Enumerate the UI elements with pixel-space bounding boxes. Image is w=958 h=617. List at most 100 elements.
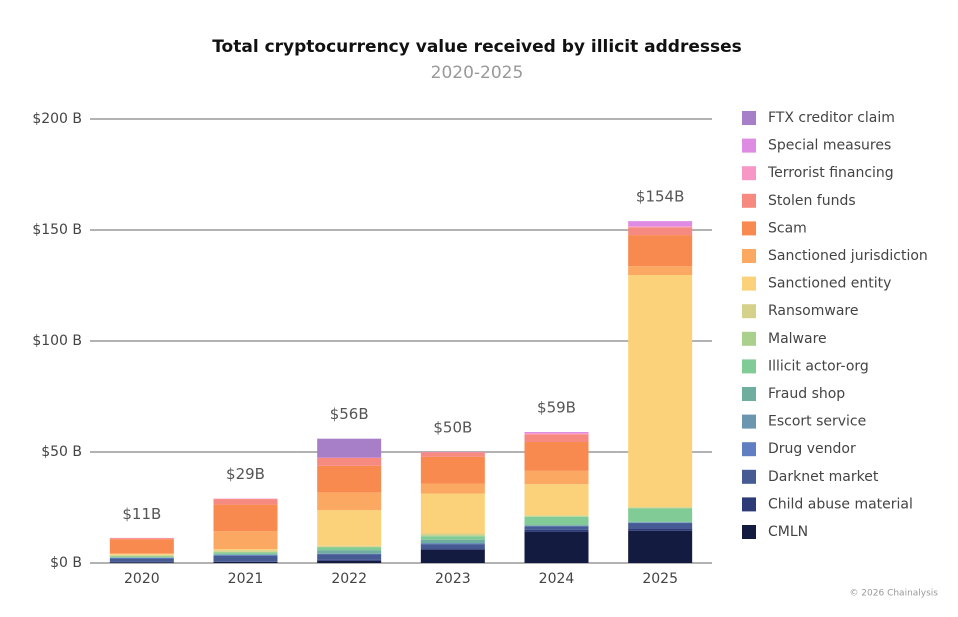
bar-segment [109, 538, 174, 540]
legend-label: Darknet market [768, 469, 879, 485]
bar-segment [420, 549, 485, 563]
bar-segment [317, 547, 382, 551]
legend-swatch [742, 193, 756, 208]
legend-label: Malware [768, 331, 827, 347]
bar-segment [524, 433, 589, 435]
legend-swatch [742, 469, 756, 484]
bar-segment [109, 554, 174, 556]
y-tick-label: $200 B [32, 111, 82, 127]
legend-swatch [742, 359, 756, 374]
legend-swatch [742, 276, 756, 291]
x-tick-label: 2021 [228, 571, 264, 587]
bar-segment [524, 529, 589, 532]
bar-segment [628, 523, 693, 529]
bar-segment [420, 544, 485, 549]
bar-segment [628, 508, 693, 522]
y-tick-label: $0 B [50, 555, 82, 571]
legend-swatch [742, 525, 756, 539]
legend-label: Sanctioned jurisdiction [768, 248, 928, 264]
legend-label: Sanctioned entity [768, 276, 891, 292]
bar-segment [628, 226, 693, 228]
bar-segment [317, 560, 382, 563]
bar-segment [628, 266, 693, 276]
total-label: $56B [330, 405, 369, 423]
total-label: $59B [537, 399, 576, 417]
bar-segment [420, 483, 485, 494]
legend-swatch [742, 442, 756, 457]
bar-segment [317, 492, 382, 511]
bar-segment [109, 558, 174, 562]
legend-label: Illicit actor-org [768, 358, 869, 374]
legend-label: FTX creditor claim [768, 110, 895, 126]
x-tick-label: 2022 [331, 571, 367, 587]
bar-segment [420, 536, 485, 540]
bar-segment [524, 516, 589, 517]
x-tick-label: 2023 [435, 571, 471, 587]
bar-segment [213, 552, 278, 554]
y-tick-label: $100 B [32, 333, 82, 349]
bar-segment [420, 452, 485, 457]
legend-swatch [742, 331, 756, 346]
bar-segment [420, 543, 485, 545]
bar-segment [213, 555, 278, 562]
legend-swatch [742, 111, 756, 125]
legend-label: Stolen funds [768, 193, 856, 209]
bar-segment [420, 548, 485, 550]
bar-segment [524, 470, 589, 485]
bar-segment [317, 559, 382, 561]
bar-segment [628, 221, 693, 227]
bar-segment [420, 456, 485, 484]
legend-swatch [742, 221, 756, 236]
bar-segment [628, 275, 693, 508]
x-tick-label: 2020 [124, 571, 160, 587]
bar-segment [317, 438, 382, 458]
bar-segment [213, 561, 278, 563]
legend-label: Child abuse material [768, 496, 913, 512]
legend-label: Special measures [768, 138, 891, 154]
bar-segment [317, 554, 382, 560]
bar-segment [628, 507, 693, 509]
bar-segment [524, 515, 589, 517]
bar-segment [524, 516, 589, 525]
legend-label: Fraud shop [768, 386, 845, 402]
bar-segment [213, 553, 278, 555]
bar-segment [109, 562, 174, 563]
bar-segment [317, 546, 382, 548]
chart-title: Total cryptocurrency value received by i… [212, 37, 742, 57]
y-tick-label: $50 B [41, 444, 82, 460]
legend-label: Drug vendor [768, 441, 856, 457]
legend-label: Escort service [768, 414, 866, 430]
bar-segment [524, 484, 589, 516]
legend-swatch [742, 304, 756, 319]
legend-label: Terrorist financing [767, 165, 894, 181]
bar-segment [109, 553, 174, 555]
legend-swatch [742, 166, 756, 181]
bar-segment [317, 457, 382, 466]
bar-segment [213, 531, 278, 550]
legend-label: Scam [768, 220, 807, 236]
total-label: $154B [636, 188, 684, 206]
bar-segment [524, 524, 589, 526]
bar-segment [628, 528, 693, 531]
bar-segment [524, 526, 589, 530]
total-label: $50B [433, 419, 472, 437]
legend-swatch [742, 249, 756, 263]
x-tick-label: 2025 [642, 571, 678, 587]
bar-segment [213, 504, 278, 532]
bar-segment [524, 434, 589, 443]
legend-swatch [742, 387, 756, 401]
bar-segment [420, 493, 485, 534]
legend-label: Ransomware [768, 303, 858, 319]
bar-segment [420, 535, 485, 537]
x-tick-label: 2024 [539, 571, 575, 587]
bar-segment [109, 555, 174, 557]
bar-segment [628, 530, 693, 563]
bar-segment [420, 539, 485, 544]
bar-segment [213, 561, 278, 562]
bar-segment [109, 556, 174, 558]
bar-segment [213, 499, 278, 505]
y-tick-label: $150 B [32, 222, 82, 238]
bar-segment [628, 507, 693, 508]
legend-swatch [742, 414, 756, 429]
